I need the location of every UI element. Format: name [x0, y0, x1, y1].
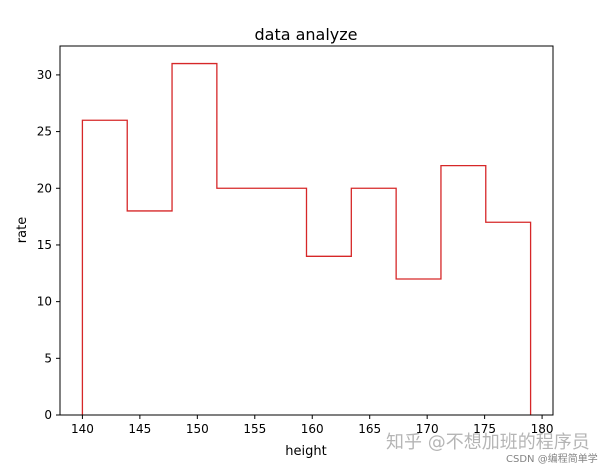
- y-tick-label: 5: [44, 351, 52, 365]
- y-tick-label: 10: [37, 295, 52, 309]
- x-tick-label: 155: [243, 422, 266, 436]
- x-axis-ticks: 140 145 150 155 160 165 170 175 180: [71, 415, 554, 436]
- x-tick-label: 165: [358, 422, 381, 436]
- y-axis-ticks: 0 5 10 15 20 25 30: [37, 68, 60, 422]
- x-tick-label: 145: [128, 422, 151, 436]
- x-tick-label: 160: [301, 422, 324, 436]
- y-axis-label: rate: [15, 217, 30, 243]
- y-tick-label: 20: [37, 181, 52, 195]
- watermark-csdn: CSDN @编程简单学: [506, 454, 598, 465]
- x-tick-label: 140: [71, 422, 94, 436]
- x-tick-label: 150: [186, 422, 209, 436]
- y-tick-label: 30: [37, 68, 52, 82]
- y-tick-label: 25: [37, 125, 52, 139]
- x-tick-label: 170: [416, 422, 439, 436]
- watermark-zhihu: 知乎 @不想加班的程序员: [386, 432, 590, 453]
- histogram-step-outline: [81, 62, 532, 415]
- x-tick-label: 175: [473, 422, 496, 436]
- y-tick-label: 15: [37, 238, 52, 252]
- x-tick-label: 180: [531, 422, 554, 436]
- plot-frame: [59, 45, 554, 416]
- y-tick-label: 0: [44, 408, 52, 422]
- chart-title: data analyze: [254, 25, 357, 44]
- x-axis-label: height: [285, 444, 326, 459]
